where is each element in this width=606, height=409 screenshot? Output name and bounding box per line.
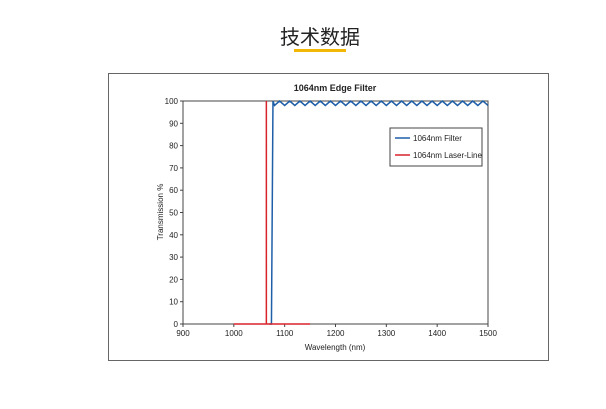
x-tick-label: 1500 xyxy=(479,329,497,338)
x-tick-label: 1000 xyxy=(225,329,243,338)
legend-box xyxy=(389,127,483,167)
heading-underline xyxy=(294,49,346,52)
y-axis-label: Transmission % xyxy=(156,184,165,241)
x-tick-label: 1300 xyxy=(377,329,395,338)
x-tick-label: 1200 xyxy=(327,329,345,338)
y-tick-label: 0 xyxy=(174,320,179,329)
chart-frame xyxy=(108,73,549,361)
x-tick-label: 1400 xyxy=(428,329,446,338)
heading: 技术数据 xyxy=(280,25,360,49)
series-line xyxy=(233,101,311,325)
y-tick-label: 40 xyxy=(169,231,178,240)
y-tick-label: 70 xyxy=(169,164,178,173)
legend-label: 1064nm Laser-Line xyxy=(413,151,482,160)
y-tick-label: 30 xyxy=(169,253,178,262)
series-line xyxy=(269,100,489,325)
x-tick-label: 1100 xyxy=(276,329,294,338)
y-tick-label: 80 xyxy=(169,142,178,151)
chart-title: 1064nm Edge Filter xyxy=(294,83,377,93)
y-tick-label: 90 xyxy=(169,119,178,128)
y-tick-label: 50 xyxy=(169,209,178,218)
y-tick-label: 100 xyxy=(165,97,179,106)
y-tick-label: 10 xyxy=(169,298,178,307)
x-axis-label: Wavelength (nm) xyxy=(305,343,366,352)
legend-label: 1064nm Filter xyxy=(413,134,462,143)
y-tick-label: 60 xyxy=(169,186,178,195)
x-tick-label: 900 xyxy=(176,329,190,338)
y-tick-label: 20 xyxy=(169,275,178,284)
